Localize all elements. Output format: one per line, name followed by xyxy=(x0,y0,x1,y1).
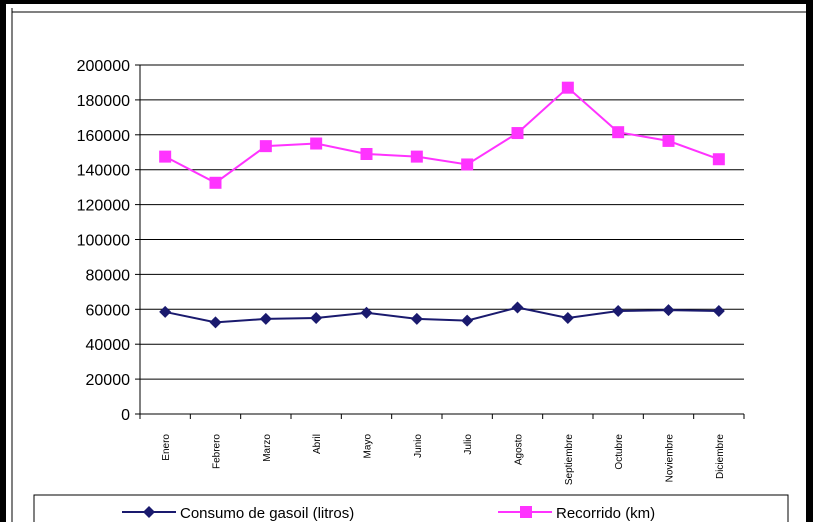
data-point xyxy=(159,150,172,163)
data-point xyxy=(159,305,172,318)
data-point xyxy=(360,147,373,160)
x-tick-label: Febrero xyxy=(212,434,223,469)
gridlines xyxy=(140,64,744,380)
series-layer xyxy=(159,81,725,329)
chart-border-top xyxy=(0,0,813,4)
x-tick-label: Enero xyxy=(161,434,172,461)
data-point xyxy=(712,305,725,318)
data-point xyxy=(511,127,524,140)
data-point xyxy=(310,312,323,325)
chart-border-right xyxy=(806,0,813,522)
y-tick-label: 20000 xyxy=(86,372,131,389)
y-tick-label: 100000 xyxy=(77,233,130,250)
data-point xyxy=(410,150,423,163)
data-point xyxy=(410,312,423,325)
x-tick-label: Septiembre xyxy=(564,434,575,486)
data-point xyxy=(561,312,574,325)
x-tick-label: Agosto xyxy=(514,434,525,466)
data-point xyxy=(209,176,222,189)
legend-marker-consumo xyxy=(143,506,155,518)
y-tick-label: 60000 xyxy=(86,302,131,319)
x-tick-label: Diciembre xyxy=(715,434,726,479)
data-point xyxy=(461,158,474,171)
series-line xyxy=(164,86,720,184)
data-point xyxy=(259,312,272,325)
x-tick-label: Octubre xyxy=(614,434,625,470)
y-tick-label: 0 xyxy=(121,407,130,424)
y-tick-label: 160000 xyxy=(77,128,130,145)
legend-label-recorrido: Recorrido (km) xyxy=(556,505,655,522)
x-tick-label: Mayo xyxy=(363,434,374,459)
x-tick-label: Julio xyxy=(463,434,474,455)
data-point xyxy=(561,81,574,94)
legend-label-consumo: Consumo de gasoil (litros) xyxy=(180,505,354,522)
y-tick-label: 80000 xyxy=(86,267,131,284)
y-axis: 0 20000 40000 60000 80000 100000 120000 140000 1… xyxy=(77,58,141,424)
y-tick-label: 180000 xyxy=(77,93,130,110)
x-tick-label: Abril xyxy=(312,434,323,454)
data-point xyxy=(612,305,625,318)
chart-area xyxy=(6,4,806,522)
legend-marker-recorrido xyxy=(520,506,532,518)
x-axis: Enero Febrero Marzo Abril Mayo Junio Julio Agos… xyxy=(139,413,745,486)
data-point xyxy=(612,126,625,139)
data-point xyxy=(461,314,474,327)
x-tick-label: Junio xyxy=(413,434,424,458)
y-tick-label: 200000 xyxy=(77,58,130,75)
data-point xyxy=(310,137,323,150)
data-point xyxy=(662,134,675,147)
y-tick-label: 140000 xyxy=(77,163,130,180)
x-tick-label: Noviembre xyxy=(665,434,676,483)
data-point xyxy=(209,316,222,329)
y-tick-label: 120000 xyxy=(77,198,130,215)
chart-border-outer xyxy=(0,0,6,522)
y-tick-label: 40000 xyxy=(86,337,131,354)
legend-box xyxy=(33,494,789,526)
data-point xyxy=(511,301,524,314)
data-point xyxy=(712,153,725,166)
data-point xyxy=(662,304,675,317)
x-tick-label: Marzo xyxy=(262,434,273,462)
data-point xyxy=(259,140,272,153)
series-line xyxy=(164,306,719,324)
legend: Consumo de gasoil (litros) Recorrido (km… xyxy=(33,494,789,526)
data-point xyxy=(360,306,373,319)
